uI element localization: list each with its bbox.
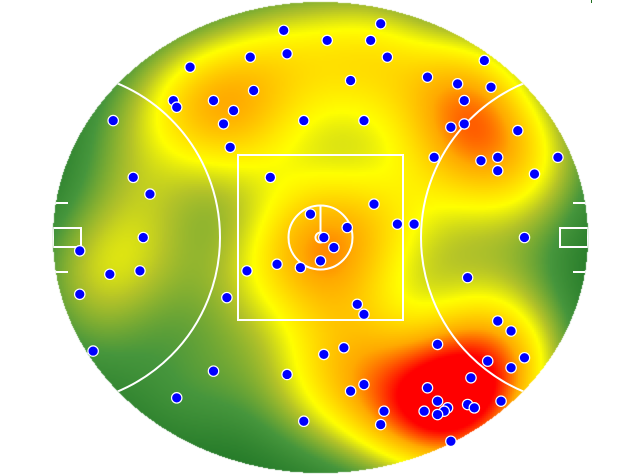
- data-point-50: [241, 265, 253, 277]
- data-point-20: [107, 114, 119, 127]
- data-point-63: [87, 345, 99, 357]
- data-point-81: [431, 408, 444, 421]
- data-point-7: [381, 51, 394, 63]
- left-50m-arc: [53, 69, 221, 406]
- data-point-57: [358, 308, 370, 321]
- data-point-6: [281, 47, 293, 60]
- data-point-37: [368, 198, 380, 210]
- data-point-29: [475, 154, 487, 167]
- data-point-16: [170, 101, 183, 114]
- data-point-82: [378, 405, 390, 418]
- data-point-58: [491, 315, 504, 327]
- field-markings: [53, 69, 588, 406]
- right-50m-arc: [420, 69, 588, 406]
- data-point-48: [294, 261, 307, 274]
- data-point-36: [144, 188, 156, 200]
- data-point-8: [184, 61, 196, 73]
- data-point-30: [491, 151, 504, 164]
- data-point-19: [458, 94, 471, 107]
- data-point-33: [528, 168, 541, 180]
- data-point-11: [421, 71, 434, 83]
- data-point-27: [224, 141, 237, 154]
- data-point-40: [391, 218, 404, 230]
- data-point-14: [247, 84, 260, 97]
- data-point-73: [170, 392, 183, 404]
- data-point-55: [221, 291, 233, 304]
- data-point-44: [137, 231, 150, 244]
- data-point-2: [374, 17, 387, 30]
- data-point-71: [344, 385, 357, 397]
- data-point-45: [518, 231, 531, 244]
- data-point-83: [297, 415, 310, 428]
- data-point-12: [451, 78, 464, 90]
- data-point-53: [461, 271, 474, 284]
- data-point-70: [358, 378, 370, 391]
- data-point-52: [104, 268, 116, 281]
- data-point-68: [281, 368, 293, 381]
- data-point-46: [73, 245, 86, 257]
- data-point-23: [358, 114, 370, 127]
- data-point-18: [227, 104, 240, 117]
- left-goal-square: [53, 227, 82, 248]
- data-point-9: [478, 54, 491, 67]
- data-point-22: [297, 114, 310, 127]
- data-point-13: [485, 81, 497, 93]
- data-point-3: [321, 34, 333, 47]
- centre-square: [237, 154, 404, 321]
- data-point-75: [495, 395, 507, 407]
- data-point-24: [445, 121, 457, 134]
- data-point-67: [207, 365, 220, 377]
- data-point-69: [465, 371, 477, 384]
- data-point-4: [364, 34, 377, 47]
- data-point-80: [418, 405, 430, 418]
- data-point-34: [264, 171, 277, 184]
- data-point-43: [328, 241, 340, 254]
- data-point-84: [374, 418, 387, 431]
- data-point-31: [552, 151, 564, 164]
- data-point-66: [505, 361, 517, 374]
- data-point-47: [271, 258, 283, 271]
- data-point-62: [318, 348, 330, 361]
- data-point-51: [134, 265, 146, 277]
- data-point-5: [244, 51, 257, 63]
- data-point-39: [341, 221, 354, 234]
- data-point-74: [431, 395, 444, 407]
- data-point-85: [445, 435, 457, 448]
- data-point-72: [421, 382, 434, 394]
- data-point-26: [511, 124, 524, 137]
- data-points: [73, 17, 564, 448]
- data-point-28: [428, 151, 440, 164]
- data-point-65: [518, 351, 531, 364]
- data-point-17: [207, 94, 220, 107]
- data-point-61: [338, 341, 350, 354]
- data-point-25: [458, 118, 471, 130]
- data-point-21: [217, 118, 230, 130]
- data-point-38: [304, 208, 317, 220]
- data-point-64: [481, 355, 494, 367]
- data-point-49: [314, 255, 327, 267]
- data-point-54: [73, 288, 86, 301]
- data-point-56: [351, 298, 364, 311]
- data-point-10: [344, 74, 357, 87]
- data-point-59: [505, 325, 517, 337]
- data-point-1: [277, 24, 290, 37]
- data-point-42: [318, 231, 330, 244]
- right-goal-square: [559, 227, 588, 248]
- data-point-35: [127, 171, 140, 184]
- data-point-32: [491, 164, 504, 177]
- data-point-60: [431, 338, 444, 351]
- data-point-41: [408, 218, 420, 230]
- data-point-77: [468, 402, 481, 414]
